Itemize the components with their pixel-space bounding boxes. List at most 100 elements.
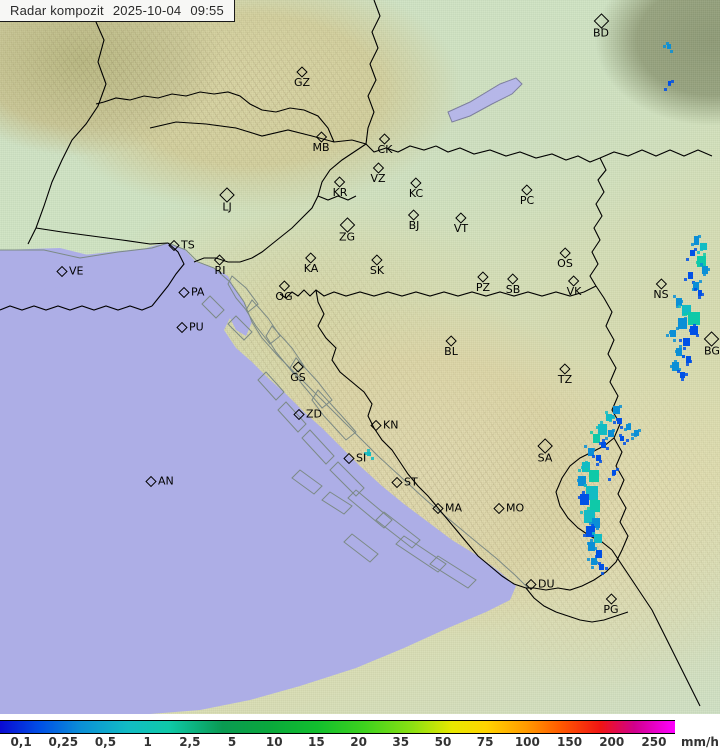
radar-echo-pixel (674, 360, 677, 363)
radar-echo-pixel (599, 550, 602, 553)
radar-echo-pixel (603, 431, 606, 434)
radar-echo-pixel (599, 442, 602, 445)
radar-echo-pixel (583, 534, 586, 537)
radar-echo-pixel (685, 373, 688, 376)
radar-echo-pixel (587, 529, 590, 532)
radar-echo-cell (588, 542, 595, 551)
radar-echo-pixel (585, 468, 588, 471)
adriatic-sea (0, 243, 516, 714)
radar-echo-cell (617, 418, 622, 424)
radar-echo-pixel (691, 243, 694, 246)
radar-echo-pixel (599, 537, 602, 540)
radar-echo-cell (690, 326, 698, 335)
radar-echo-pixel (626, 439, 629, 442)
radar-echo-pixel (670, 50, 673, 53)
radar-echo-pixel (686, 308, 689, 311)
radar-echo-pixel (594, 547, 597, 550)
radar-echo-pixel (587, 516, 590, 519)
radar-echo-cell (676, 298, 682, 306)
radar-echo-pixel (669, 331, 672, 334)
legend-tick-0_5: 0,5 (94, 735, 117, 749)
radar-echo-pixel (594, 439, 597, 442)
radar-echo-cell (591, 558, 597, 565)
legend-tick-100: 100 (514, 735, 540, 749)
legend-tick-20: 20 (350, 735, 367, 749)
radar-echo-pixel (592, 448, 595, 451)
radar-echo-pixel (679, 339, 682, 342)
radar-echo-pixel (694, 288, 697, 291)
radar-echo-pixel (582, 491, 585, 494)
radar-echo-pixel (608, 478, 611, 481)
observation-time: 09:55 (190, 3, 224, 18)
title-bar: Radar kompozit 2025-10-04 09:55 (0, 0, 235, 22)
legend-tick-50: 50 (434, 735, 452, 749)
radar-echo-pixel (599, 460, 602, 463)
radar-echo-cell (608, 430, 614, 437)
observation-date: 2025-10-04 (112, 3, 182, 18)
radar-echo-pixel (578, 496, 581, 499)
radar-echo-cell (598, 424, 607, 435)
radar-echo-pixel (596, 463, 599, 466)
radar-echo-cell (612, 470, 616, 475)
radar-echo-cell (626, 424, 631, 430)
radar-echo-pixel (605, 567, 608, 570)
radar-echo-pixel (597, 436, 600, 439)
radar-echo-pixel (664, 88, 667, 91)
radar-echo-pixel (619, 434, 622, 437)
legend-tick-labels: 0,1 0,25 0,5 1 2,5 5 10 15 20 35 50 75 100 150 200 250 m… (0, 735, 720, 751)
radar-echo-pixel (585, 461, 588, 464)
radar-echo-pixel (675, 350, 678, 353)
legend-tick-75: 75 (476, 735, 494, 749)
radar-echo-pixel (695, 238, 698, 241)
radar-echo-pixel (666, 42, 669, 45)
radar-echo-pixel (620, 426, 623, 429)
radar-echo-layer (364, 42, 710, 575)
radar-echo-cell (588, 448, 594, 456)
legend-tick-15: 15 (308, 735, 325, 749)
map-canvas[interactable]: BD GZ MB CK VZ KR KC PC LJ BJ VT ZG TS OS VE KA SK RI PZ SB… (0, 0, 720, 714)
radar-echo-pixel (589, 476, 592, 479)
radar-echo-pixel (592, 532, 595, 535)
radar-echo-pixel (612, 416, 615, 419)
radar-echo-pixel (598, 562, 601, 565)
radar-echo-pixel (591, 566, 594, 569)
radar-echo-pixel (678, 305, 681, 308)
radar-echo-pixel (589, 522, 592, 525)
legend-tick-200: 200 (599, 735, 625, 749)
radar-echo-pixel (584, 484, 587, 487)
radar-echo-pixel (686, 363, 689, 366)
radar-echo-pixel (612, 429, 615, 432)
radar-echo-pixel (688, 273, 691, 276)
radar-echo-pixel (704, 243, 707, 246)
radar-echo-pixel (606, 447, 609, 450)
radar-echo-pixel (700, 248, 703, 251)
radar-echo-cell (606, 414, 612, 421)
radar-echo-pixel (631, 437, 634, 440)
radar-echo-pixel (592, 455, 595, 458)
radar-echo-pixel (616, 418, 619, 421)
radar-echo-pixel (584, 519, 587, 522)
radar-echo-pixel (587, 542, 590, 545)
radar-echo-pixel (680, 322, 683, 325)
radar-echo-pixel (638, 429, 641, 432)
radar-echo-pixel (586, 499, 589, 502)
radar-echo-pixel (595, 561, 598, 564)
radar-echo-pixel (616, 468, 619, 471)
radar-echo-cell (676, 348, 682, 356)
legend: 0,1 0,25 0,5 1 2,5 5 10 15 20 35 50 75 100 150 200 250 m… (0, 714, 720, 751)
radar-echo-pixel (364, 452, 367, 455)
radar-echo-pixel (666, 334, 669, 337)
radar-echo-pixel (587, 558, 590, 561)
radar-echo-pixel (612, 473, 615, 476)
radar-echo-pixel (580, 476, 583, 479)
radar-echo-pixel (578, 469, 581, 472)
radar-echo-pixel (696, 283, 699, 286)
radar-echo-pixel (595, 555, 598, 558)
radar-echo-pixel (619, 405, 622, 408)
radar-echo-pixel (605, 411, 608, 414)
radar-echo-pixel (707, 268, 710, 271)
radar-echo-pixel (634, 434, 637, 437)
legend-tick-5: 5 (227, 735, 237, 749)
legend-unit: mm/h (681, 735, 719, 749)
